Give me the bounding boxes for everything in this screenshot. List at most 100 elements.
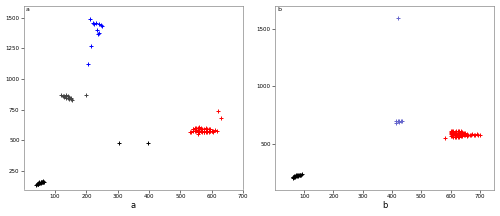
- Point: [292, 173, 300, 177]
- Point: [440, 137, 448, 140]
- Point: [206, 130, 214, 133]
- Point: [204, 130, 212, 133]
- Point: [190, 128, 198, 131]
- Point: [448, 130, 456, 134]
- Point: [448, 132, 456, 135]
- Point: [34, 182, 42, 185]
- Point: [208, 129, 216, 132]
- Point: [448, 129, 456, 133]
- Point: [39, 180, 47, 183]
- Point: [296, 173, 304, 177]
- Point: [87, 44, 95, 48]
- Point: [460, 131, 468, 134]
- Point: [461, 134, 469, 137]
- Point: [65, 97, 73, 100]
- Point: [397, 119, 405, 122]
- Point: [194, 130, 202, 133]
- Point: [94, 28, 102, 32]
- Point: [456, 132, 464, 135]
- Point: [468, 133, 476, 136]
- Point: [38, 180, 46, 184]
- Point: [448, 133, 456, 137]
- Point: [196, 125, 203, 129]
- Point: [88, 21, 96, 24]
- Point: [212, 129, 220, 133]
- Point: [456, 130, 464, 134]
- Point: [290, 175, 298, 179]
- Point: [218, 117, 226, 120]
- Point: [190, 126, 198, 129]
- Point: [450, 131, 458, 134]
- Point: [33, 183, 41, 186]
- Point: [198, 130, 206, 133]
- Point: [464, 134, 472, 137]
- Point: [208, 130, 216, 133]
- Point: [94, 32, 102, 35]
- Point: [454, 135, 462, 139]
- Point: [84, 63, 92, 66]
- Point: [36, 181, 44, 184]
- Point: [214, 109, 222, 113]
- Point: [290, 175, 298, 178]
- Point: [38, 181, 46, 184]
- X-axis label: b: b: [382, 202, 388, 210]
- Point: [192, 126, 200, 130]
- Point: [466, 133, 473, 137]
- Point: [291, 175, 299, 178]
- Point: [288, 176, 296, 180]
- Point: [290, 175, 298, 179]
- Point: [462, 134, 470, 137]
- Point: [200, 130, 208, 133]
- Point: [450, 135, 458, 138]
- Point: [194, 127, 202, 130]
- Point: [198, 128, 206, 131]
- Point: [457, 133, 465, 136]
- Point: [92, 21, 100, 24]
- Point: [446, 130, 454, 134]
- Point: [90, 22, 98, 26]
- Point: [450, 132, 458, 135]
- Point: [200, 128, 208, 131]
- Point: [198, 129, 206, 132]
- Point: [458, 133, 466, 136]
- Point: [394, 16, 402, 20]
- Point: [96, 24, 104, 27]
- Point: [188, 130, 196, 133]
- Point: [202, 130, 209, 133]
- Point: [86, 17, 94, 21]
- Point: [196, 129, 203, 132]
- Text: a: a: [26, 7, 30, 12]
- Point: [446, 129, 454, 133]
- Point: [196, 131, 203, 134]
- Point: [458, 130, 466, 134]
- Point: [68, 98, 76, 102]
- Point: [451, 130, 459, 133]
- Point: [454, 132, 462, 135]
- Point: [462, 133, 470, 137]
- Point: [190, 129, 198, 132]
- Point: [211, 128, 219, 132]
- Point: [457, 130, 465, 133]
- Point: [202, 126, 209, 130]
- Point: [210, 129, 218, 132]
- Point: [298, 173, 306, 176]
- Point: [456, 129, 464, 133]
- Point: [64, 95, 72, 98]
- Point: [36, 181, 44, 185]
- Point: [293, 173, 301, 176]
- Point: [203, 127, 211, 130]
- Point: [457, 135, 465, 138]
- Point: [58, 93, 66, 97]
- Point: [293, 174, 301, 178]
- Point: [298, 173, 306, 176]
- Point: [398, 119, 406, 123]
- Point: [38, 180, 46, 183]
- Point: [65, 95, 73, 99]
- Point: [197, 130, 205, 133]
- Point: [290, 175, 298, 178]
- Point: [186, 131, 194, 134]
- Point: [197, 127, 205, 130]
- Point: [203, 130, 211, 133]
- Point: [446, 134, 454, 138]
- Point: [192, 130, 200, 133]
